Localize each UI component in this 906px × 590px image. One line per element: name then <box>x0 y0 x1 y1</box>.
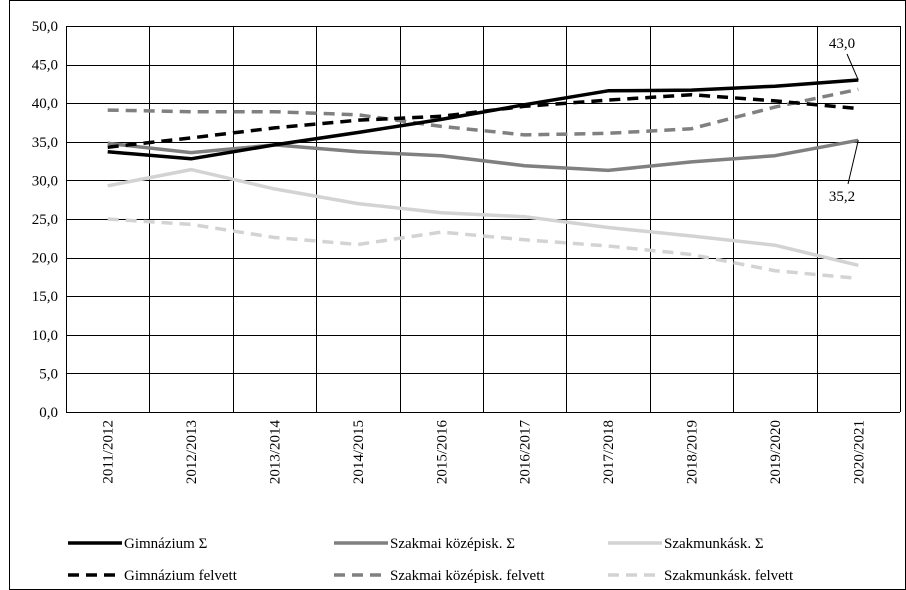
annotation-label: 43,0 <box>829 36 855 52</box>
x-tick-label: 2018/2019 <box>685 420 701 484</box>
annotation-leader <box>847 140 859 185</box>
legend-label: Szakmai középisk. Σ <box>390 536 515 552</box>
y-tick-label: 5,0 <box>39 366 58 382</box>
legend-label: Szakmunkásk. felvett <box>664 568 794 584</box>
y-tick-label: 30,0 <box>32 173 58 189</box>
y-tick-label: 40,0 <box>32 96 58 112</box>
x-tick-label: 2016/2017 <box>518 420 534 485</box>
x-tick-label: 2017/2018 <box>601 420 617 484</box>
y-tick-label: 35,0 <box>32 135 58 151</box>
legend-label: Gimnázium felvett <box>124 568 238 584</box>
legend-label: Gimnázium Σ <box>124 536 207 552</box>
legend-label: Szakmunkásk. Σ <box>664 536 764 552</box>
y-tick-label: 0,0 <box>39 405 58 421</box>
series-lines <box>107 78 859 281</box>
annotation-leader <box>846 53 859 81</box>
x-tick-label: 2015/2016 <box>434 420 450 485</box>
y-axis-ticks: 0,0 5,0 10,0 15,0 20,0 25,0 30,0 35,0 40,0 45,0 50… <box>32 19 58 421</box>
y-tick-label: 10,0 <box>32 328 58 344</box>
y-tick-label: 25,0 <box>32 212 58 228</box>
y-tick-label: 45,0 <box>32 58 58 74</box>
annotation-label: 35,2 <box>829 189 855 205</box>
gridlines <box>66 26 901 413</box>
legend: Gimnázium Σ Szakmai középisk. Σ Szakmunkás… <box>68 536 794 584</box>
x-tick-label: 2012/2013 <box>184 420 200 484</box>
x-tick-label: 2011/2012 <box>101 420 117 484</box>
x-axis-ticks: 2011/2012 2012/2013 2013/2014 2014/2015 2015… <box>101 420 868 485</box>
x-tick-label: 2020/2021 <box>851 420 867 484</box>
annotations: 43,0 35,2 <box>829 36 859 205</box>
series-line <box>107 78 859 161</box>
series-line <box>107 167 859 268</box>
chart-frame <box>9 0 906 590</box>
series-line <box>107 138 859 173</box>
x-tick-label: 2014/2015 <box>351 420 367 484</box>
y-tick-label: 50,0 <box>32 19 58 35</box>
x-tick-label: 2013/2014 <box>268 420 284 485</box>
y-tick-label: 15,0 <box>32 289 58 305</box>
x-tick-label: 2019/2020 <box>768 420 784 484</box>
legend-label: Szakmai középisk. felvett <box>390 568 545 584</box>
y-tick-label: 20,0 <box>32 251 58 267</box>
